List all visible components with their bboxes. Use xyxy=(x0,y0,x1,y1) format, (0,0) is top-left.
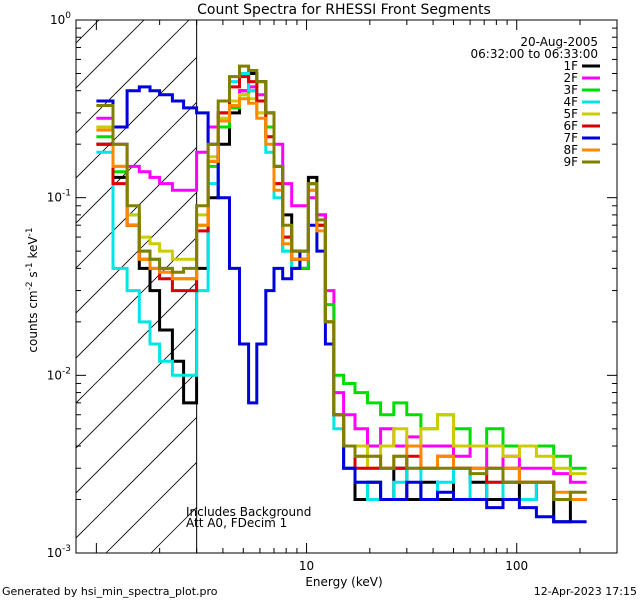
annotation-background: Includes Background xyxy=(186,505,311,519)
legend-label-8F: 8F xyxy=(563,143,578,157)
y-tick-labels: 100 10-1 10-2 10-3 xyxy=(47,11,72,560)
axis-ticks xyxy=(76,20,618,554)
x-tick-labels: 10 100 xyxy=(299,559,528,573)
legend-label-2F: 2F xyxy=(563,71,578,85)
x-tick-label: 10 xyxy=(299,559,314,573)
hatch-line xyxy=(76,236,197,359)
series-line-1F xyxy=(96,72,587,524)
series-line-6F xyxy=(96,75,587,501)
legend-label-1F: 1F xyxy=(563,59,578,73)
hatch-line xyxy=(241,0,640,553)
x-axis-label: Energy (keV) xyxy=(305,575,382,589)
legend-label-4F: 4F xyxy=(563,95,578,109)
legend-label-3F: 3F xyxy=(563,83,578,97)
hatch-line xyxy=(76,20,145,89)
legend-label-7F: 7F xyxy=(563,131,578,145)
y-tick-label: 10-1 xyxy=(47,189,71,205)
hatch-line xyxy=(286,0,640,553)
series-line-9F xyxy=(96,64,587,501)
y-axis-label: counts cm-2 s-1 keV-1 xyxy=(25,227,40,352)
legend-label-9F: 9F xyxy=(563,155,578,169)
hatch-line xyxy=(76,20,100,44)
hatch-line xyxy=(601,0,640,553)
footer-timestamp: 12-Apr-2023 17:15 xyxy=(534,585,637,598)
hatch-line xyxy=(0,0,121,553)
y-tick-label: 10-3 xyxy=(47,544,71,560)
series-line-2F xyxy=(96,85,587,484)
chart-title: Count Spectra for RHESSI Front Segments xyxy=(197,2,491,18)
series-group xyxy=(96,64,587,524)
hatch-line xyxy=(76,416,197,539)
hatch-line xyxy=(76,371,197,494)
annotation-attenuator: Att A0, FDecim 1 xyxy=(186,516,287,530)
x-tick-label: 100 xyxy=(505,559,528,573)
y-tick-label: 100 xyxy=(50,11,71,27)
y-tick-label: 10-2 xyxy=(47,366,71,382)
hatch-line xyxy=(376,0,640,553)
hatch-line xyxy=(105,461,197,553)
series-line-8F xyxy=(96,97,587,501)
date-label: 20-Aug-2005 xyxy=(520,35,598,49)
excluded-energy-hatch xyxy=(0,0,640,553)
series-line-4F xyxy=(96,72,587,501)
legend-label-5F: 5F xyxy=(563,107,578,121)
footer-generated-by: Generated by hsi_min_spectra_plot.pro xyxy=(2,585,218,598)
plot-frame xyxy=(75,19,618,554)
hatch-line xyxy=(76,20,190,134)
hatch-line xyxy=(76,191,197,314)
hatch-line xyxy=(76,146,197,269)
time-range-label: 06:32:00 to 06:33:00 xyxy=(471,47,598,61)
legend-label-6F: 6F xyxy=(563,119,578,133)
series-line-5F xyxy=(96,93,587,476)
